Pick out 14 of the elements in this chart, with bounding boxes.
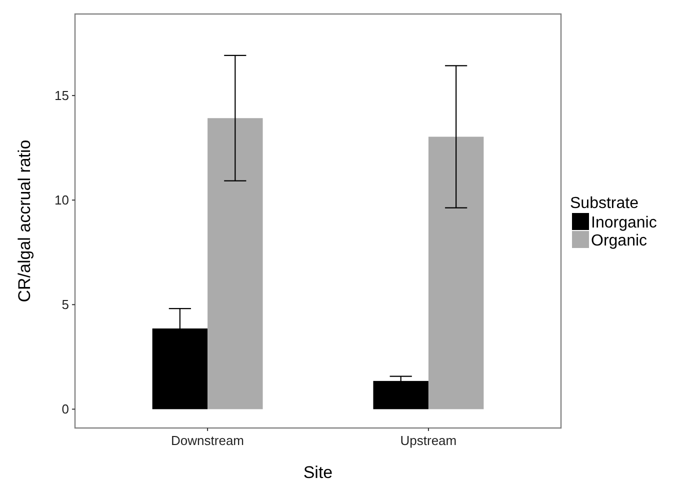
x-tick-label: Downstream xyxy=(171,433,244,448)
y-tick-label: 5 xyxy=(62,297,69,312)
bar xyxy=(373,380,428,410)
y-tick-label: 0 xyxy=(62,402,69,417)
y-tick-label: 15 xyxy=(54,88,69,104)
y-tick-label: 10 xyxy=(54,192,69,208)
x-axis-title: Site xyxy=(303,463,333,482)
legend-label: Inorganic xyxy=(591,214,657,232)
x-tick-label: Upstream xyxy=(400,433,457,448)
bar xyxy=(208,118,263,410)
y-axis-title: CR/algal accrual ratio xyxy=(15,140,34,302)
legend-label: Organic xyxy=(591,232,648,250)
legend-title: Substrate xyxy=(570,195,639,212)
bar xyxy=(428,136,484,410)
